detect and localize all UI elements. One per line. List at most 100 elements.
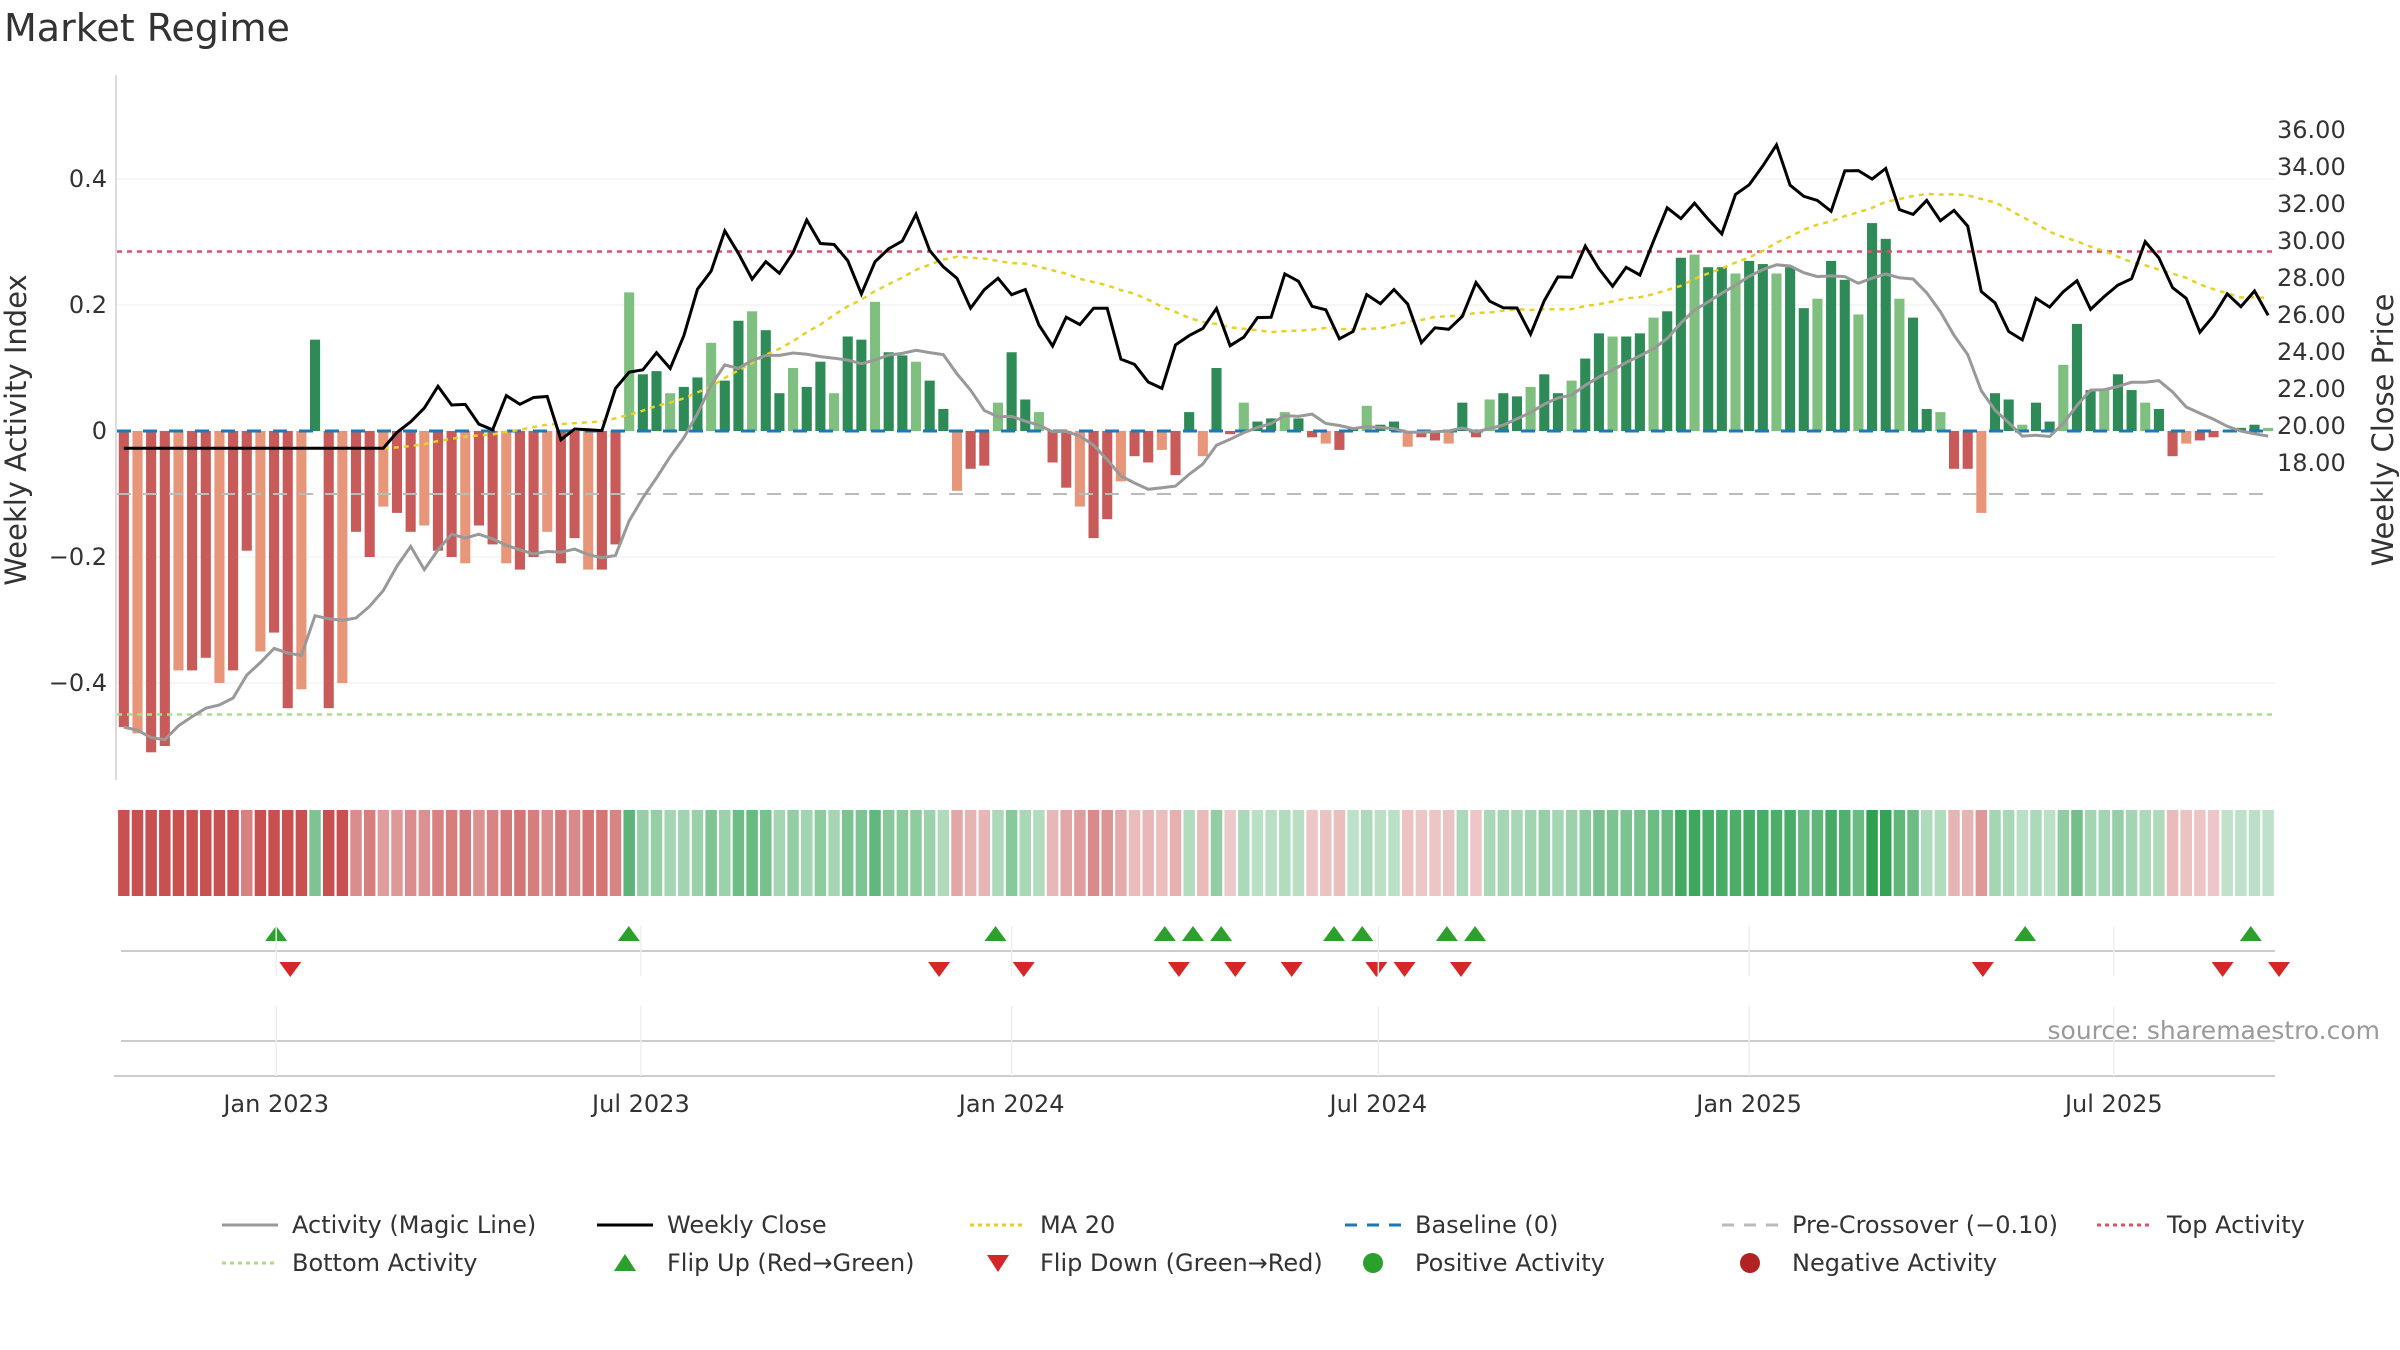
regime-cell bbox=[131, 810, 144, 896]
activity-bar bbox=[228, 431, 239, 671]
weekly-close-line bbox=[123, 141, 2270, 450]
activity-bar bbox=[378, 431, 389, 507]
legend-item: Flip Down (Green→Red) bbox=[987, 1249, 1323, 1277]
regime-cell bbox=[1784, 810, 1796, 896]
regime-cell bbox=[1169, 810, 1182, 896]
activity-bar bbox=[1020, 399, 1031, 431]
activity-bar bbox=[146, 431, 157, 753]
activity-bar bbox=[2126, 390, 2137, 431]
x-tick-label: Jul 2025 bbox=[2063, 1090, 2163, 1118]
activity-bar bbox=[2112, 374, 2123, 431]
regime-cell bbox=[172, 810, 185, 896]
regime-cell bbox=[2030, 810, 2042, 896]
activity-bar bbox=[1894, 298, 1905, 431]
activity-bar bbox=[1443, 431, 1454, 444]
activity-bar bbox=[1102, 431, 1113, 520]
right-tick-label: 18.00 bbox=[2277, 449, 2346, 477]
left-tick-label: 0 bbox=[92, 417, 107, 445]
activity-bar bbox=[2181, 431, 2192, 444]
activity-bar bbox=[473, 431, 484, 526]
regime-cell bbox=[841, 810, 854, 896]
right-tick-label: 34.00 bbox=[2277, 153, 2346, 181]
regime-cell bbox=[322, 810, 335, 896]
activity-bar bbox=[337, 431, 348, 683]
activity-bar bbox=[1143, 431, 1154, 463]
activity-bar bbox=[951, 431, 963, 491]
regime-cell bbox=[691, 810, 704, 896]
regime-cell bbox=[664, 810, 676, 896]
regime-cell bbox=[923, 810, 936, 896]
regime-strip bbox=[118, 810, 2274, 896]
regime-cell bbox=[514, 810, 526, 896]
flip-up-marker bbox=[2014, 926, 2037, 941]
regime-cell bbox=[828, 810, 840, 896]
activity-bar bbox=[173, 431, 184, 671]
legend-label: Baseline (0) bbox=[1415, 1211, 1558, 1239]
activity-bar bbox=[965, 431, 976, 469]
legend-item: Weekly Close bbox=[597, 1211, 827, 1239]
legend-item: Baseline (0) bbox=[1345, 1211, 1558, 1239]
flip-down-marker bbox=[2211, 962, 2234, 977]
right-tick-label: 30.00 bbox=[2277, 227, 2346, 255]
regime-cell bbox=[678, 810, 690, 896]
regime-cell bbox=[527, 810, 540, 896]
regime-cell bbox=[1347, 810, 1359, 896]
legend-swatch bbox=[1363, 1253, 1383, 1273]
regime-cell bbox=[1565, 810, 1578, 896]
flip-up-marker bbox=[1464, 926, 1487, 941]
activity-bar bbox=[514, 431, 525, 570]
flip-up-marker bbox=[1153, 926, 1176, 941]
right-tick-label: 22.00 bbox=[2277, 375, 2346, 403]
regime-cell bbox=[281, 810, 294, 896]
legend-item: Top Activity bbox=[2097, 1211, 2305, 1239]
regime-cell bbox=[964, 810, 977, 896]
flip-up-marker bbox=[617, 926, 640, 941]
regime-cell bbox=[1634, 810, 1646, 896]
regime-cell bbox=[1880, 810, 1892, 896]
left-tick-label: 0.4 bbox=[69, 165, 107, 193]
left-axis-label: Weekly Activity Index bbox=[0, 274, 33, 585]
flip-up-marker bbox=[1181, 926, 1204, 941]
regime-cell bbox=[1388, 810, 1400, 896]
regime-cell bbox=[1374, 810, 1387, 896]
regime-cell bbox=[213, 810, 226, 896]
regime-cell bbox=[2166, 810, 2179, 896]
regime-cell bbox=[295, 810, 308, 896]
regime-cell bbox=[992, 810, 1004, 896]
regime-cell bbox=[1948, 810, 1960, 896]
activity-bar bbox=[446, 431, 457, 557]
flip-down-marker bbox=[2268, 962, 2291, 977]
activity-bar bbox=[624, 292, 635, 431]
regime-cell bbox=[2125, 810, 2138, 896]
regime-cell bbox=[1702, 810, 1714, 896]
regime-cell bbox=[882, 810, 895, 896]
regime-cell bbox=[1197, 810, 1209, 896]
activity-bar bbox=[432, 431, 444, 551]
activity-bar bbox=[419, 431, 430, 526]
activity-bar bbox=[897, 355, 908, 431]
activity-bar bbox=[1662, 311, 1673, 431]
activity-bar bbox=[1170, 431, 1181, 476]
regime-cell bbox=[896, 810, 909, 896]
regime-cell bbox=[1074, 810, 1086, 896]
activity-bar bbox=[1607, 336, 1618, 431]
activity-bar bbox=[214, 431, 225, 683]
activity-bar bbox=[1484, 399, 1495, 431]
regime-cell bbox=[1811, 810, 1824, 896]
legend-swatch bbox=[614, 1254, 636, 1271]
activity-bar bbox=[869, 301, 881, 431]
flip-up-marker bbox=[1351, 926, 1374, 941]
regime-cell bbox=[159, 810, 171, 896]
activity-bar bbox=[1935, 412, 1946, 431]
regime-cell bbox=[1961, 810, 1974, 896]
regime-cell bbox=[1429, 810, 1441, 896]
activity-bar bbox=[719, 380, 730, 431]
regime-cell bbox=[1156, 810, 1168, 896]
activity-bar bbox=[187, 431, 198, 671]
regime-cell bbox=[2057, 810, 2070, 896]
activity-bar bbox=[774, 393, 785, 431]
activity-bar bbox=[1771, 273, 1782, 431]
activity-bar bbox=[1880, 238, 1891, 431]
flip-down-marker bbox=[1393, 962, 1416, 977]
activity-bar bbox=[747, 311, 758, 431]
